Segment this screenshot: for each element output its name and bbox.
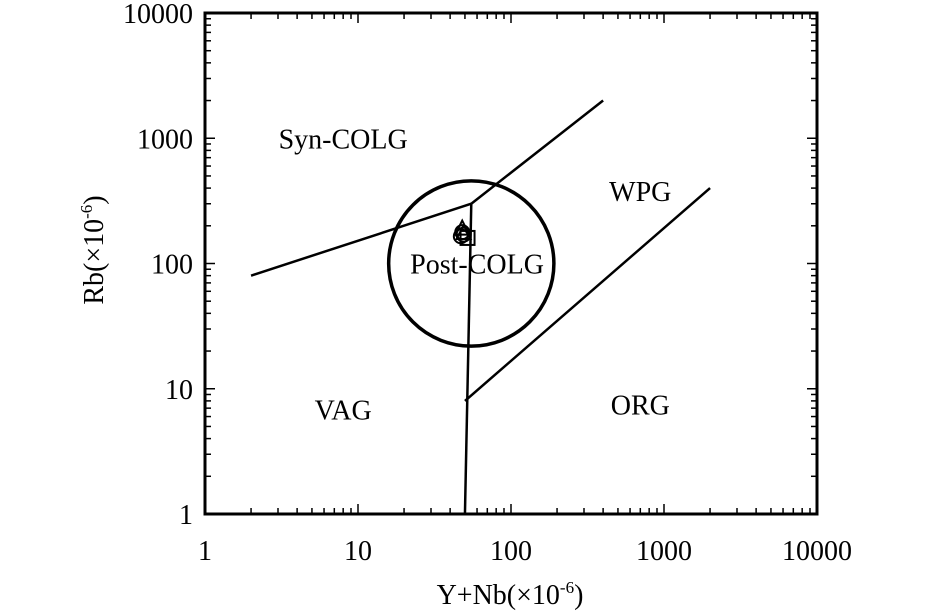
boundary-line: [463, 203, 473, 515]
x-tick-label: 10: [344, 536, 372, 567]
data-point-square: [459, 229, 476, 246]
y-axis-title: Rb(×10-6): [77, 195, 110, 304]
y-tick-label: 1000: [137, 124, 193, 155]
field-label: Syn-COLG: [279, 124, 408, 155]
field-label: Post-COLG: [410, 250, 544, 281]
post-colg-field: [386, 179, 556, 348]
x-tick-label: 1000: [636, 536, 692, 567]
plot-frame: [203, 11, 819, 516]
data-points: [452, 218, 476, 246]
field-label: VAG: [315, 396, 372, 427]
field-label: WPG: [609, 177, 671, 208]
x-axis-title: Y+Nb(×10-6): [437, 578, 584, 611]
field-label: ORG: [611, 390, 670, 421]
boundary-line: [464, 187, 711, 402]
x-tick-label: 1: [198, 536, 212, 567]
tick-labels: 1 10 100 1000 10000 1 10 100 1000 10000: [123, 0, 852, 567]
x-tick-label: 10000: [782, 536, 852, 567]
boundary-line: [250, 202, 472, 277]
y-tick-label: 1: [179, 500, 193, 531]
y-tick-label: 10: [165, 375, 193, 406]
post-colg-circle: [386, 179, 556, 348]
y-tick-label: 10000: [123, 0, 193, 30]
y-tick-label: 100: [151, 250, 193, 281]
field-labels: Syn-COLG WPG Post-COLG VAG ORG: [279, 124, 672, 426]
data-point-circle: [455, 226, 472, 243]
field-boundaries: [250, 99, 711, 515]
boundary-line: [470, 99, 604, 205]
x-tick-label: 100: [490, 536, 532, 567]
